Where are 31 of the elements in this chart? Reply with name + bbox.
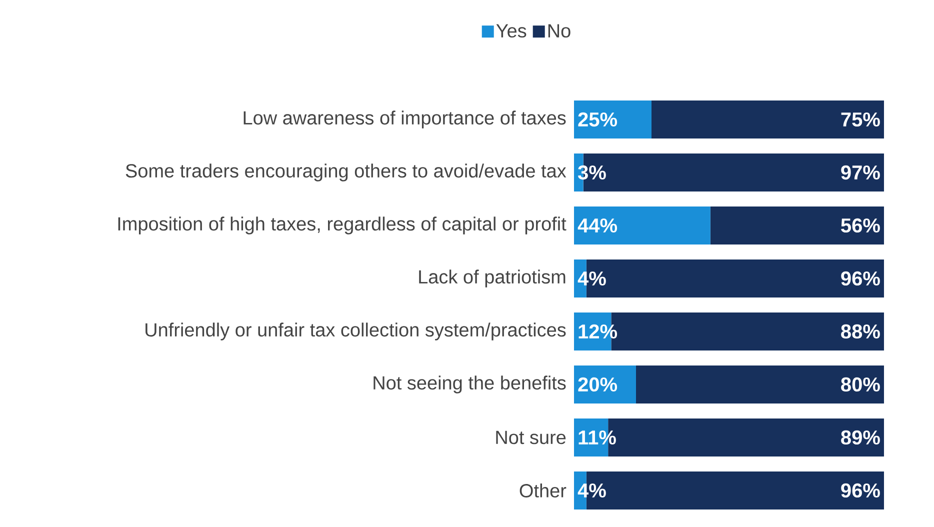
data-label: 25%	[578, 112, 618, 127]
data-label: 4%	[578, 483, 606, 498]
data-label: 75%	[841, 112, 880, 127]
data-label: 80%	[841, 377, 880, 392]
data-label: 44%	[578, 218, 618, 233]
y-tick-label: Lack of patriotism	[419, 270, 566, 288]
data-label: 12%	[578, 324, 618, 339]
data-label: 3%	[578, 165, 606, 180]
data-label: 97%	[841, 165, 880, 180]
data-label: 89%	[841, 430, 880, 445]
y-tick-label: Low awareness of importance of taxes	[244, 110, 566, 128]
y-tick-label: Unfriendly or unfair tax collection system/practices	[146, 322, 566, 340]
bar	[651, 100, 884, 138]
bar	[636, 365, 884, 404]
data-label: 20%	[578, 377, 618, 392]
data-label: 56%	[841, 218, 880, 233]
legend-label: Yes	[496, 24, 526, 38]
data-label: 4%	[578, 271, 606, 286]
data-label: 88%	[841, 324, 880, 339]
data-label: 11%	[578, 430, 616, 445]
data-label: 96%	[841, 483, 880, 498]
y-tick-label: Other	[520, 484, 566, 498]
bar	[574, 100, 652, 138]
data-label: 96%	[841, 271, 880, 286]
legend-label: No	[548, 24, 570, 38]
bar	[710, 206, 884, 244]
y-tick-label: Not sure	[496, 430, 566, 444]
y-tick-label: Some traders encouraging others to avoid/evade tax	[126, 164, 566, 182]
bar	[574, 206, 710, 244]
y-tick-label: Imposition of high taxes, regardless of capital or profit	[118, 216, 566, 234]
y-tick-label: Not seeing the benefits	[374, 376, 566, 394]
